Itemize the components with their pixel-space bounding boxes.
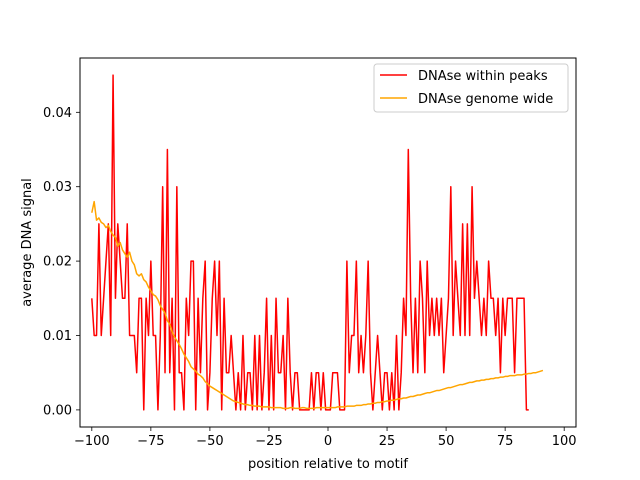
y-axis-label: average DNA signal (20, 178, 35, 307)
x-tick-label: 25 (379, 434, 396, 449)
x-tick-label: −25 (255, 434, 282, 449)
x-tick-label: 50 (438, 434, 455, 449)
y-tick-label: 0.01 (43, 329, 72, 344)
legend-frame (373, 63, 569, 113)
series-layer (91, 74, 544, 411)
legend-label-series-0: DNAse within peaks (418, 69, 548, 84)
legend-label-series-1: DNAse genome wide (418, 92, 553, 107)
x-tick-label: 0 (324, 434, 332, 449)
y-axis: 0.00 0.01 0.02 0.03 0.04 (43, 106, 80, 418)
x-tick-label: −50 (196, 434, 223, 449)
series-line-0 (91, 74, 529, 411)
y-tick-label: 0.00 (43, 403, 72, 418)
x-tick-label: −100 (74, 434, 110, 449)
y-tick-label: 0.03 (43, 180, 72, 195)
x-axis-label: position relative to motif (248, 457, 408, 472)
x-tick-label: 75 (497, 434, 514, 449)
x-axis: −100 −75 −50 −25 0 25 50 75 100 (74, 427, 577, 449)
series-line-1 (91, 200, 544, 410)
x-tick-label: −75 (137, 434, 164, 449)
legend: DNAse within peaks DNAse genome wide (373, 63, 569, 113)
y-tick-label: 0.02 (43, 255, 72, 270)
x-tick-label: 100 (552, 434, 577, 449)
y-tick-label: 0.04 (43, 106, 72, 121)
